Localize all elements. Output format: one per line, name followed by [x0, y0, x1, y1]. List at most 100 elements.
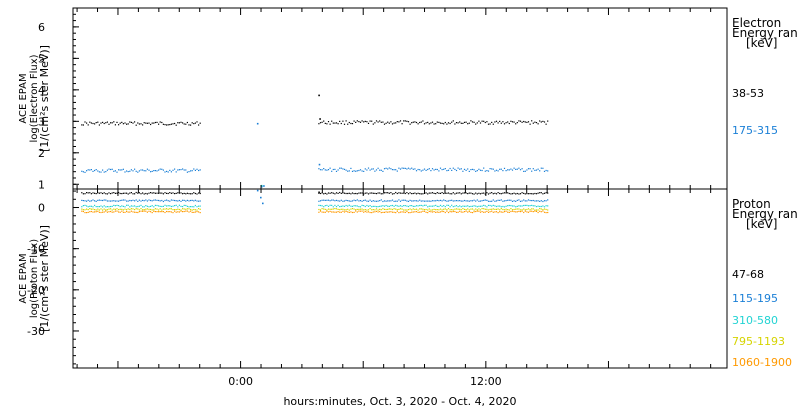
- data-point: [167, 211, 169, 213]
- data-point: [121, 193, 123, 195]
- data-point: [169, 205, 171, 207]
- data-point: [505, 208, 507, 210]
- data-point: [148, 169, 150, 171]
- data-point: [318, 208, 320, 211]
- data-point: [495, 169, 498, 171]
- data-point: [449, 199, 451, 202]
- data-point: [444, 121, 446, 124]
- data-point: [372, 209, 374, 211]
- data-point: [132, 211, 134, 213]
- data-point: [542, 193, 544, 195]
- data-point: [161, 209, 163, 211]
- data-point: [425, 208, 427, 211]
- data-point: [161, 211, 163, 213]
- legend-entry: 795-1193: [732, 335, 785, 348]
- data-point: [399, 200, 402, 202]
- data-point: [382, 208, 384, 210]
- data-point: [188, 124, 190, 126]
- data-point: [326, 199, 328, 201]
- data-point: [164, 199, 166, 202]
- data-point: [339, 191, 341, 194]
- data-point: [471, 193, 474, 195]
- legend-entry: 175-315: [732, 124, 778, 137]
- data-point: [159, 168, 161, 170]
- data-point: [409, 208, 411, 210]
- data-point: [489, 211, 491, 213]
- data-point: [132, 170, 134, 172]
- data-point: [347, 208, 349, 210]
- data-point: [129, 192, 131, 194]
- data-point: [319, 204, 322, 207]
- data-point: [364, 168, 366, 170]
- data-point: [342, 200, 344, 202]
- data-point: [190, 206, 192, 208]
- data-point: [447, 169, 450, 171]
- data-point: [169, 208, 171, 210]
- data-point: [359, 210, 362, 212]
- data-point: [542, 205, 544, 207]
- data-point: [118, 200, 120, 202]
- data-point: [323, 168, 325, 170]
- data-point: [113, 204, 115, 206]
- data-point: [256, 122, 259, 125]
- data-point: [375, 208, 378, 210]
- data-point: [455, 205, 458, 207]
- data-point: [321, 199, 323, 201]
- data-point: [190, 210, 192, 212]
- data-point: [380, 205, 382, 207]
- data-point: [377, 206, 379, 208]
- data-point: [183, 123, 185, 125]
- data-point: [457, 208, 459, 210]
- data-point: [423, 204, 426, 206]
- data-point: [393, 211, 395, 213]
- data-point: [385, 204, 387, 207]
- data-point: [503, 206, 506, 208]
- data-point: [543, 121, 546, 123]
- data-point: [89, 211, 91, 213]
- data-point: [156, 199, 158, 201]
- data-point: [401, 199, 403, 201]
- data-point: [492, 208, 494, 210]
- data-point: [334, 122, 336, 124]
- data-point: [90, 205, 92, 207]
- data-point: [198, 211, 200, 213]
- data-point: [118, 169, 120, 171]
- data-point: [89, 200, 91, 202]
- data-point: [476, 209, 478, 211]
- data-point: [484, 121, 486, 124]
- data-point: [422, 169, 424, 171]
- data-point: [170, 199, 172, 201]
- data-point: [185, 200, 187, 202]
- data-point: [100, 205, 102, 207]
- data-point: [94, 204, 96, 206]
- data-point: [359, 121, 362, 123]
- data-point: [121, 169, 123, 171]
- data-point: [404, 120, 406, 122]
- data-point: [337, 211, 339, 213]
- data-point: [412, 200, 414, 202]
- data-point: [460, 211, 462, 213]
- data-point: [191, 170, 193, 172]
- data-point: [194, 192, 196, 195]
- data-point: [122, 209, 124, 211]
- data-point: [92, 208, 94, 210]
- data-point: [513, 167, 515, 169]
- data-point: [411, 122, 413, 124]
- data-point: [447, 192, 450, 194]
- data-point: [129, 199, 131, 202]
- data-point: [428, 210, 430, 212]
- data-point: [166, 205, 168, 207]
- data-point: [423, 123, 426, 125]
- data-point: [417, 123, 419, 125]
- data-point: [462, 200, 464, 202]
- data-point: [462, 170, 464, 172]
- data-point: [500, 122, 502, 124]
- data-point: [401, 208, 403, 210]
- data-point: [479, 193, 482, 195]
- data-point: [127, 208, 129, 210]
- data-point: [146, 193, 148, 195]
- data-point: [335, 211, 338, 213]
- data-point: [108, 168, 110, 170]
- legend-title: Electron: [732, 16, 781, 30]
